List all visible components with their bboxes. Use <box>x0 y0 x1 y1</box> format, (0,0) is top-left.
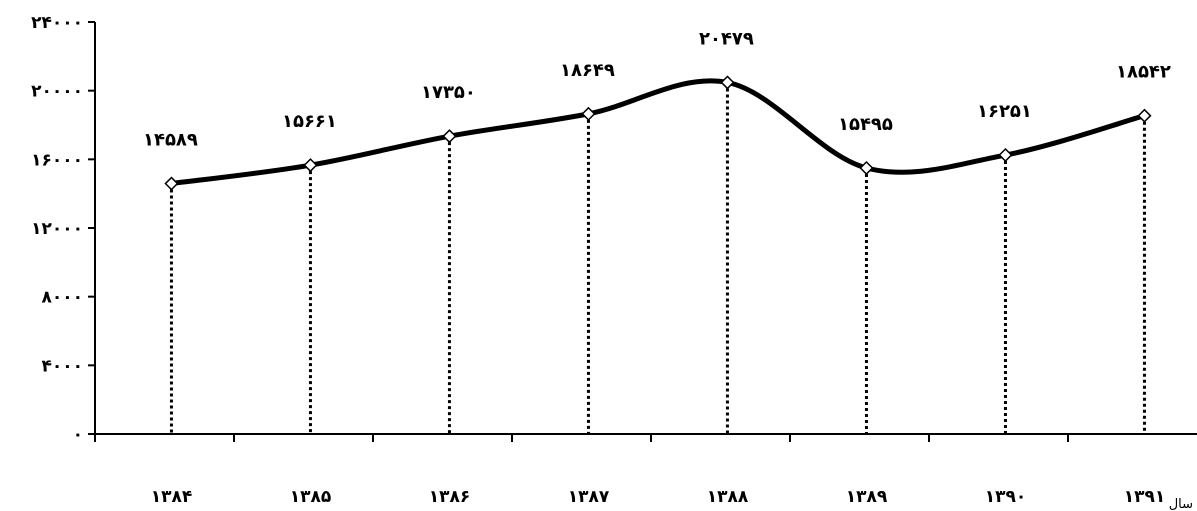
data-point-marker <box>303 158 318 173</box>
axes: ۰ ۴۰۰۰ ۸۰۰۰ ۱۲۰۰۰ ۱۶۰۰۰ ۲۰۰۰۰ ۲۴۰۰۰ ۱۳۸۴ ۱۳۸۵ ۱۳۸… <box>31 13 1197 511</box>
series <box>164 75 1152 191</box>
x-tick-label: ۱۳۸۸ <box>707 487 749 507</box>
data-label: ۱۵۴۹۵ <box>838 114 893 135</box>
x-tick-label: ۱۳۹۱ <box>1124 487 1166 507</box>
x-axis-title: سال <box>1169 497 1193 511</box>
data-point-marker <box>581 106 596 121</box>
y-tick-label: ۱۲۰۰۰ <box>31 219 83 239</box>
x-tick-label: ۱۳۸۷ <box>568 487 610 507</box>
x-tick-label: ۱۳۸۴ <box>151 487 193 507</box>
y-tick-label: ۲۰۰۰۰ <box>31 82 83 102</box>
y-tick-label: ۲۴۰۰۰ <box>31 13 83 33</box>
x-tick-label: ۱۳۹۰ <box>985 487 1027 507</box>
data-label: ۲۰۴۷۹ <box>699 28 754 49</box>
y-tick-label: ۸۰۰۰ <box>41 288 83 308</box>
y-tick-label: ۰ <box>73 425 83 445</box>
data-label: ۱۸۶۴۹ <box>560 60 615 81</box>
labels: ۱۴۵۸۹ ۱۵۶۶۱ ۱۷۳۵۰ ۱۸۶۴۹ ۲۰۴۷۹ ۱۵۴۹۵ ۱۶۲۵۱ ۱۸۵۴۲ <box>143 28 1171 150</box>
data-label: ۱۷۳۵۰ <box>421 82 476 103</box>
y-tick-label: ۴۰۰۰ <box>41 356 83 376</box>
series-line <box>168 78 1147 187</box>
data-point-marker <box>998 147 1013 163</box>
data-point-marker <box>442 129 457 144</box>
data-label: ۱۸۵۴۲ <box>1116 62 1171 83</box>
x-tick-label: ۱۳۸۶ <box>429 487 471 507</box>
data-label: ۱۶۲۵۱ <box>977 101 1032 122</box>
y-tick-label: ۱۶۰۰۰ <box>31 150 83 170</box>
data-point-marker <box>859 160 874 176</box>
data-point-marker <box>720 75 735 90</box>
x-tick-label: ۱۳۸۵ <box>290 487 332 507</box>
data-point-marker <box>1137 108 1152 123</box>
data-label: ۱۵۶۶۱ <box>282 111 337 132</box>
data-label: ۱۴۵۸۹ <box>143 130 198 151</box>
data-point-marker <box>164 176 179 191</box>
drop-lines <box>169 82 1146 434</box>
x-tick-label: ۱۳۸۹ <box>846 487 888 507</box>
